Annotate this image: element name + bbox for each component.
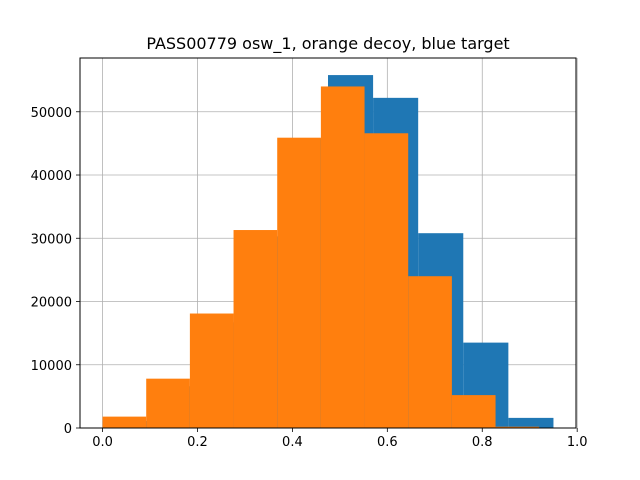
histogram-bar: [320, 86, 365, 428]
y-tick-label: 50000: [31, 106, 72, 121]
y-tick-label: 10000: [31, 359, 72, 374]
histogram-bar: [451, 395, 496, 428]
x-tick-label: 1.0: [567, 435, 588, 450]
histogram-bar: [508, 417, 554, 428]
x-tick-label: 0.6: [377, 435, 398, 450]
histogram-bar: [102, 416, 147, 428]
plot-frame: [79, 57, 577, 429]
x-tick-label: 0.4: [282, 435, 303, 450]
histogram-bar: [408, 276, 452, 428]
y-tick-label: 30000: [31, 232, 72, 247]
y-tick-label: 40000: [31, 169, 72, 184]
histogram-bar: [364, 133, 409, 428]
x-tick-label: 0.0: [92, 435, 113, 450]
y-tick-label: 20000: [31, 296, 72, 311]
chart-title: PASS00779 osw_1, orange decoy, blue targ…: [146, 34, 509, 54]
histogram-bar: [277, 137, 321, 428]
histogram-bar: [189, 313, 234, 428]
x-axis: 0.0 0.2 0.4 0.6 0.8 1.0: [92, 428, 588, 450]
histogram-bar: [233, 230, 278, 428]
y-tick-label: 0: [64, 422, 72, 437]
histogram-bars: [102, 75, 554, 429]
x-tick-label: 0.8: [472, 435, 493, 450]
x-tick-label: 0.2: [187, 435, 208, 450]
histogram-bar: [495, 426, 540, 428]
y-axis: 0 10000 20000 30000 40000 50000: [31, 106, 80, 437]
histogram-bar: [146, 378, 190, 428]
